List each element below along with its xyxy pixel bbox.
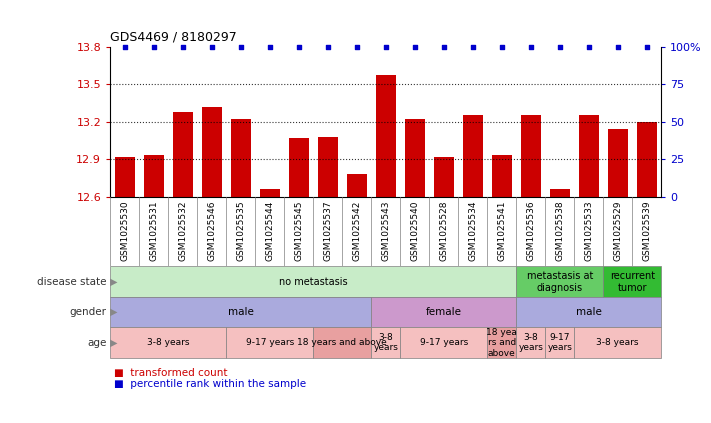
Bar [114,157,135,197]
Point [554,43,565,50]
Text: GSM1025538: GSM1025538 [555,200,565,261]
Point [293,43,304,50]
Text: ■  percentile rank within the sample: ■ percentile rank within the sample [114,379,306,389]
Bar [375,75,396,197]
Bar [636,122,657,197]
Bar [579,115,599,197]
Text: 18 years and above: 18 years and above [297,338,387,347]
Text: GSM1025542: GSM1025542 [352,200,361,261]
Text: 3-8
years: 3-8 years [373,333,398,352]
Text: 18 yea
rs and
above: 18 yea rs and above [486,328,517,357]
Point [322,43,333,50]
Point [380,43,391,50]
Bar [463,115,483,197]
Text: GSM1025545: GSM1025545 [294,200,303,261]
Point [177,43,188,50]
Bar [173,112,193,197]
Text: gender: gender [70,307,107,317]
Text: female: female [426,307,461,317]
Bar [405,119,425,197]
Bar [289,138,309,197]
Text: GSM1025530: GSM1025530 [120,200,129,261]
Text: ▶: ▶ [110,307,118,317]
Point [467,43,479,50]
Text: GSM1025540: GSM1025540 [410,200,419,261]
Text: ▶: ▶ [110,338,118,348]
Bar [318,137,338,197]
Text: GSM1025539: GSM1025539 [642,200,651,261]
Bar [491,155,512,197]
Text: GSM1025536: GSM1025536 [526,200,535,261]
Point [583,43,594,50]
Text: GDS4469 / 8180297: GDS4469 / 8180297 [110,31,237,44]
Bar [230,119,251,197]
Bar [201,107,222,197]
Text: 3-8 years: 3-8 years [147,338,189,347]
Point [119,43,130,50]
Point [525,43,536,50]
Point [351,43,363,50]
Text: GSM1025532: GSM1025532 [178,200,187,261]
Point [496,43,508,50]
Text: recurrent
tumor: recurrent tumor [609,271,655,293]
Bar [144,155,164,197]
Text: GSM1025528: GSM1025528 [439,200,448,261]
Point [235,43,247,50]
Bar [550,189,570,197]
Text: GSM1025544: GSM1025544 [265,200,274,261]
Point [438,43,449,50]
Text: 9-17 years: 9-17 years [245,338,294,347]
Text: metastasis at
diagnosis: metastasis at diagnosis [527,271,593,293]
Bar [520,115,541,197]
Text: ▶: ▶ [110,277,118,287]
Text: GSM1025534: GSM1025534 [469,200,477,261]
Text: disease state: disease state [37,277,107,287]
Text: ■  transformed count: ■ transformed count [114,368,228,378]
Text: 9-17 years: 9-17 years [419,338,468,347]
Text: GSM1025531: GSM1025531 [149,200,159,261]
Point [148,43,159,50]
Text: male: male [576,307,602,317]
Bar [608,129,628,197]
Point [264,43,275,50]
Bar [434,157,454,197]
Text: age: age [87,338,107,348]
Text: GSM1025533: GSM1025533 [584,200,593,261]
Text: GSM1025537: GSM1025537 [324,200,332,261]
Point [206,43,218,50]
Text: GSM1025541: GSM1025541 [497,200,506,261]
Text: GSM1025543: GSM1025543 [381,200,390,261]
Text: 3-8
years: 3-8 years [518,333,543,352]
Text: GSM1025535: GSM1025535 [236,200,245,261]
Text: no metastasis: no metastasis [279,277,348,287]
Text: 3-8 years: 3-8 years [597,338,639,347]
Text: 9-17
years: 9-17 years [547,333,572,352]
Text: male: male [228,307,254,317]
Bar [346,174,367,197]
Text: GSM1025529: GSM1025529 [613,200,622,261]
Point [409,43,420,50]
Point [641,43,653,50]
Point [612,43,624,50]
Bar [260,189,280,197]
Text: GSM1025546: GSM1025546 [207,200,216,261]
